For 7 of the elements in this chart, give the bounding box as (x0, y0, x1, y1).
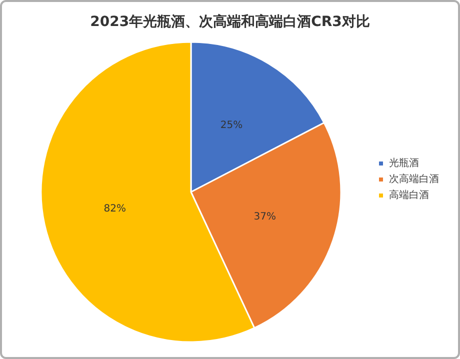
legend-label: 次高端白酒 (389, 173, 439, 185)
data-label: 37% (254, 212, 276, 223)
legend-label: 光瓶酒 (389, 157, 419, 169)
chart-title: 2023年光瓶酒、次高端和高端白酒CR3对比 (90, 13, 370, 30)
data-label: 25% (220, 120, 243, 131)
legend-label: 高端白酒 (389, 189, 429, 201)
data-label: 82% (104, 203, 126, 214)
